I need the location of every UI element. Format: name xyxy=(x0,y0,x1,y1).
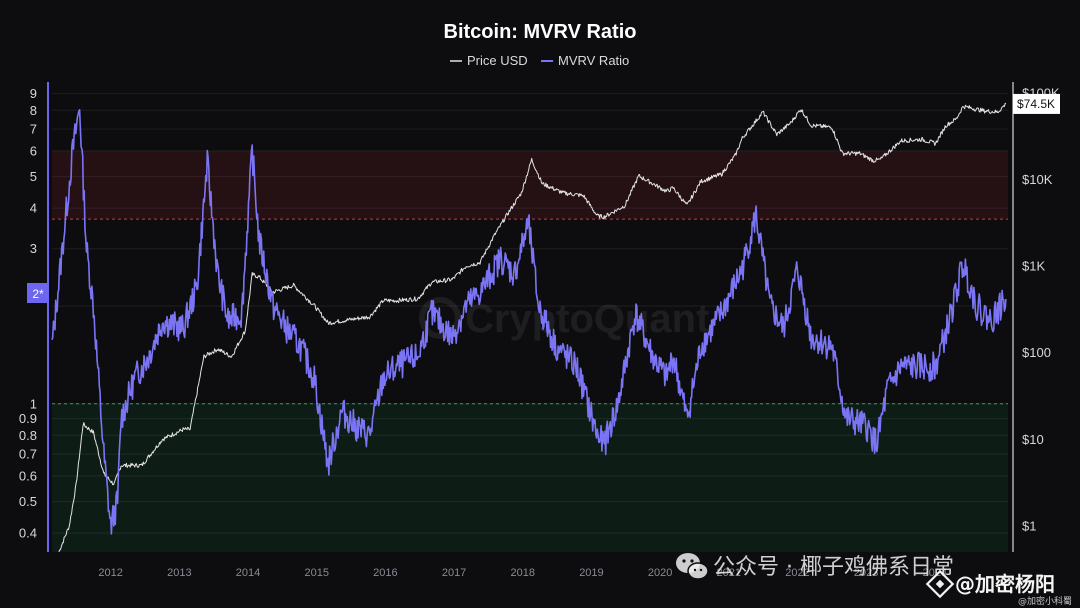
x-tick-label: 2023 xyxy=(854,567,878,579)
price-usd-line xyxy=(58,102,1007,553)
legend: Price USD MVRV Ratio xyxy=(450,53,629,68)
mvrv-ratio-line xyxy=(51,109,1007,535)
x-tick-label: 2020 xyxy=(648,567,672,579)
right-tick-label: $10 xyxy=(1022,432,1044,447)
x-tick-label: 2021 xyxy=(717,567,741,579)
x-tick-label: 2019 xyxy=(579,567,603,579)
right-tick-label: $100 xyxy=(1022,345,1051,360)
x-tick-label: 2014 xyxy=(236,567,260,579)
left-tick-label: 4 xyxy=(30,201,37,216)
left-axis-marker-box xyxy=(27,283,49,303)
chart-title: Bitcoin: MVRV Ratio xyxy=(444,21,637,43)
x-tick-label: 2016 xyxy=(373,567,397,579)
right-axis-ticks: $1$10$100$1K$10K$100K xyxy=(1022,85,1060,533)
right-tick-label: $1K xyxy=(1022,259,1045,274)
left-tick-label: 0.4 xyxy=(19,526,37,541)
x-tick-label: 2013 xyxy=(167,567,191,579)
source-handle: @加密杨阳 @加密小科蜀 xyxy=(925,569,1072,607)
x-tick-label: 2018 xyxy=(511,567,535,579)
x-tick-label: 2017 xyxy=(442,567,466,579)
wechat-caption: 公众号 · 椰子鸡佛系日常 xyxy=(676,553,954,580)
left-axis-ticks: 0.4 0.5 0.6 0.7 0.8 0.91 3 4 5 6 7 8 9 xyxy=(19,86,37,541)
left-tick-label: 1 xyxy=(30,396,37,411)
price-last-value-label: $74.5K xyxy=(1017,97,1055,111)
left-tick-label: 0.9 xyxy=(19,411,37,426)
watermark-text: CryptoQuant xyxy=(465,297,709,341)
undervalued-zone xyxy=(52,403,1008,552)
x-tick-label: 2015 xyxy=(304,567,328,579)
source-handle-text: @加密杨阳 xyxy=(955,572,1055,596)
left-tick-label: 0.5 xyxy=(19,494,37,509)
left-tick-label: 6 xyxy=(30,143,37,158)
right-tick-label: $10K xyxy=(1022,172,1053,187)
left-tick-label: 9 xyxy=(30,86,37,101)
left-tick-label: 0.7 xyxy=(19,447,37,462)
overvalued-zone xyxy=(52,150,1008,220)
source-handle-subtext: @加密小科蜀 xyxy=(1018,595,1072,607)
price-last-value-box xyxy=(1013,93,1060,114)
price-last-value-badge: $74.5K xyxy=(1013,93,1060,114)
left-tick-label: 0.8 xyxy=(19,428,37,443)
left-tick-label: 3 xyxy=(30,241,37,256)
left-tick-label: 7 xyxy=(30,122,37,137)
cryptoquant-watermark: CryptoQuant xyxy=(419,297,709,341)
right-tick-label: $1 xyxy=(1022,518,1036,533)
x-tick-label: 2024 xyxy=(923,567,947,579)
legend-mvrv-label: MVRV Ratio xyxy=(558,53,629,68)
x-axis-ticks: 2012 2013 2014 2015 2016 2017 2018 2019 2020 2021… xyxy=(98,567,947,579)
wechat-logo-icon xyxy=(676,553,709,580)
left-tick-label: 0.6 xyxy=(19,468,37,483)
left-tick-label: 5 xyxy=(30,169,37,184)
wechat-caption-text: 公众号 · 椰子鸡佛系日常 xyxy=(713,555,954,580)
x-tick-label: 2022 xyxy=(785,567,809,579)
left-axis-marker-label: 2* xyxy=(32,287,44,301)
left-tick-label: 8 xyxy=(30,103,37,118)
x-tick-label: 2012 xyxy=(98,567,122,579)
legend-price-label: Price USD xyxy=(467,53,528,68)
left-axis-marker: 2* xyxy=(27,283,49,303)
